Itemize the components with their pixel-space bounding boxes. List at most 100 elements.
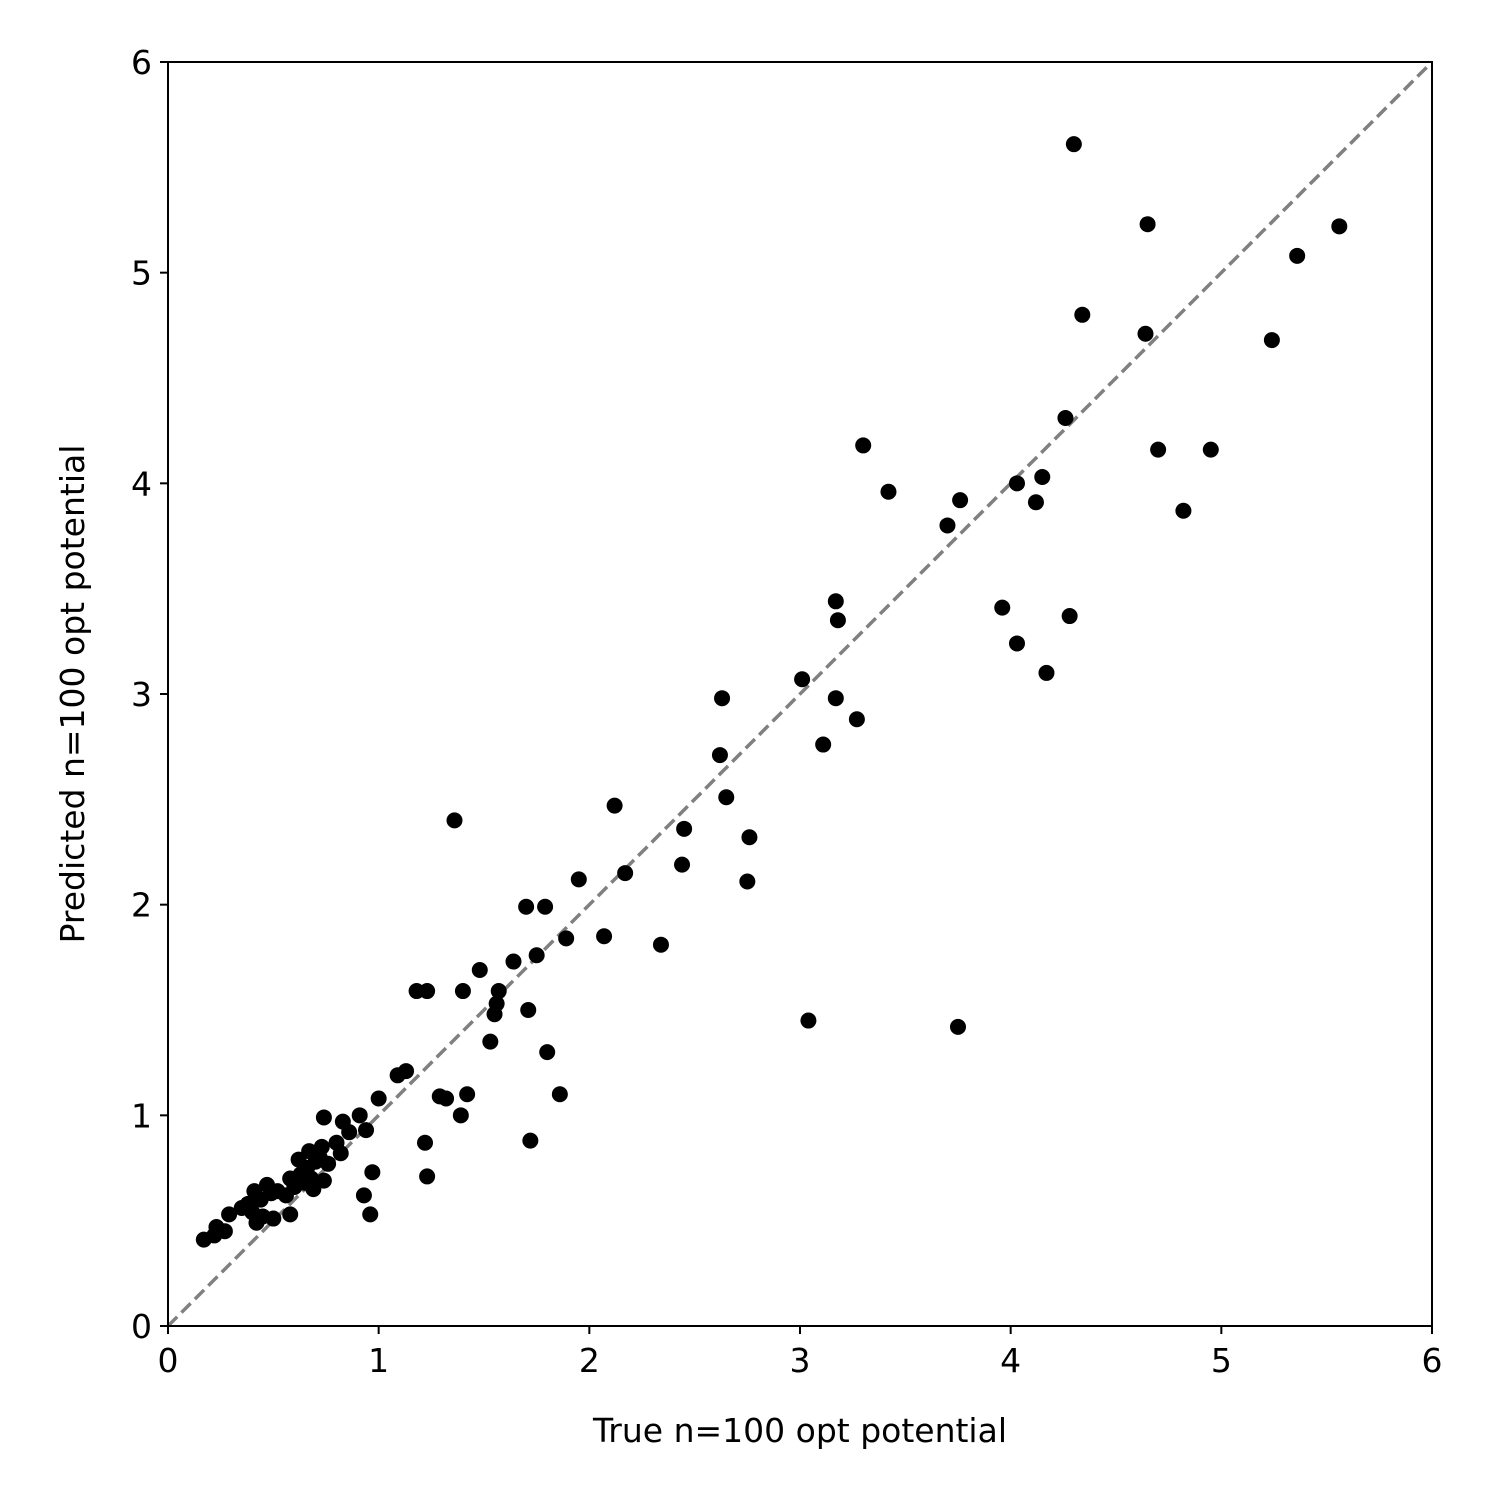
data-point: [1034, 469, 1051, 486]
data-point: [419, 983, 436, 1000]
data-point: [714, 690, 731, 707]
y-tick-label: 4: [131, 464, 152, 503]
data-point: [351, 1107, 368, 1124]
data-point: [518, 898, 535, 915]
y-tick-label: 0: [131, 1307, 152, 1346]
data-point: [419, 1168, 436, 1185]
data-point: [1139, 216, 1156, 233]
data-point: [452, 1107, 469, 1124]
data-point: [471, 961, 488, 978]
data-point: [320, 1155, 337, 1172]
data-point: [1289, 247, 1306, 264]
data-point: [216, 1223, 233, 1240]
data-point: [652, 936, 669, 953]
y-tick-label: 6: [131, 43, 152, 82]
data-point: [570, 871, 587, 888]
data-point: [370, 1090, 387, 1107]
data-point: [1008, 635, 1025, 652]
data-point: [952, 492, 969, 509]
data-point: [488, 995, 505, 1012]
data-point: [617, 865, 634, 882]
data-point: [221, 1206, 238, 1223]
data-point: [829, 612, 846, 629]
data-point: [1202, 441, 1219, 458]
reference-line-layer: [166, 60, 1434, 1328]
data-point: [315, 1172, 332, 1189]
x-tick-label: 4: [1000, 1341, 1021, 1380]
data-point: [1150, 441, 1167, 458]
x-tick-label: 3: [790, 1341, 811, 1380]
data-point: [855, 437, 872, 454]
data-point: [313, 1138, 330, 1155]
data-point: [398, 1063, 415, 1080]
data-point: [1175, 502, 1192, 519]
data-point: [528, 947, 545, 964]
data-point: [827, 593, 844, 610]
data-point: [551, 1086, 568, 1103]
data-point: [265, 1210, 282, 1227]
x-tick-label: 5: [1211, 1341, 1232, 1380]
data-point: [1331, 218, 1348, 235]
data-point: [332, 1145, 349, 1162]
data-point: [950, 1018, 966, 1035]
data-point: [1137, 325, 1154, 342]
data-point: [454, 983, 471, 1000]
data-point: [537, 898, 554, 915]
y-tick-label: 3: [131, 675, 152, 714]
data-point: [939, 517, 956, 534]
data-point: [482, 1033, 499, 1050]
data-point: [355, 1187, 372, 1204]
y-axis-label: Predicted n=100 opt potential: [53, 445, 92, 944]
data-point: [848, 711, 865, 728]
data-point: [341, 1124, 358, 1141]
data-point: [1065, 136, 1082, 153]
data-point: [606, 797, 623, 814]
data-point: [438, 1090, 455, 1107]
data-point: [711, 747, 728, 764]
y-tick-label: 2: [131, 886, 152, 925]
data-point: [718, 789, 735, 806]
data-point: [1038, 664, 1055, 681]
data-point: [794, 671, 811, 688]
data-point: [1057, 410, 1074, 427]
data-point: [358, 1122, 375, 1139]
y-tick-label: 1: [131, 1096, 152, 1135]
data-point: [994, 599, 1011, 616]
data-point: [815, 736, 832, 753]
data-point: [676, 820, 693, 837]
identity-reference-line: [166, 60, 1434, 1328]
data-point: [800, 1012, 817, 1029]
data-point: [1074, 306, 1091, 323]
data-point: [417, 1134, 434, 1151]
data-point: [741, 829, 758, 846]
data-point: [315, 1109, 332, 1126]
data-point: [539, 1044, 556, 1061]
data-point: [558, 930, 575, 947]
data-point: [505, 953, 522, 970]
x-axis-label: True n=100 opt potential: [592, 1411, 1007, 1450]
x-axis-ticks: 0 1 2 3 4 5 6: [158, 1326, 1443, 1380]
data-point: [459, 1086, 476, 1103]
x-tick-label: 2: [579, 1341, 600, 1380]
data-point: [739, 873, 756, 890]
data-point: [596, 928, 613, 945]
data-point: [282, 1206, 299, 1223]
data-point: [490, 983, 507, 1000]
data-point: [1027, 494, 1044, 511]
data-points-layer: [195, 136, 1348, 1248]
x-tick-label: 0: [158, 1341, 179, 1380]
data-point: [674, 856, 691, 873]
x-tick-label: 1: [368, 1341, 389, 1380]
data-point: [1263, 332, 1280, 349]
y-tick-label: 5: [131, 254, 152, 293]
data-point: [446, 812, 463, 829]
data-point: [520, 1002, 537, 1018]
y-axis-ticks: 0 1 2 3 4 5 6: [131, 43, 168, 1346]
data-point: [1008, 475, 1025, 492]
data-point: [1061, 608, 1078, 625]
x-tick-label: 6: [1422, 1341, 1443, 1380]
data-point: [522, 1132, 539, 1149]
data-point: [827, 690, 844, 707]
data-point: [364, 1164, 381, 1181]
